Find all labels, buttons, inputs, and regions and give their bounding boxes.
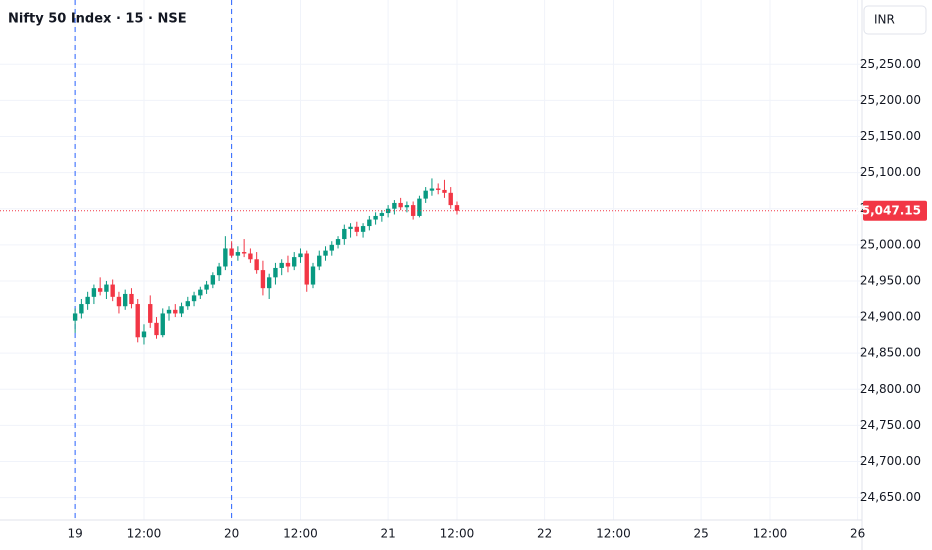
candle-body [235,252,241,256]
candle-body [91,288,97,297]
candle-body [310,266,316,285]
candle-body [173,309,178,314]
chart-title: Nifty 50 Index · 15 · NSE [8,12,187,27]
candle-body [279,262,284,268]
x-tick-label: 12:00 [753,527,788,541]
candle-body [298,253,303,258]
candle-body [392,202,397,209]
x-tick-label: 12:00 [596,527,631,541]
y-tick-label: 24,850.00 [860,346,921,360]
candle-body [448,192,453,206]
candle-body [273,267,278,278]
candle-body [317,255,322,267]
candle-body [116,296,122,307]
candle-body [110,284,115,297]
candle-body [292,257,297,267]
candle-body [323,250,328,256]
candle-body [367,219,372,227]
y-tick-label: 24,800.00 [860,382,921,396]
candle-body [429,188,435,191]
candle-body [398,202,403,208]
candle-body [129,293,134,305]
y-tick-label: 24,750.00 [860,418,921,432]
x-tick-label: 19 [67,527,82,541]
candle-body [454,205,460,211]
last-price-label: 25,047.15 [853,203,921,217]
y-tick-label: 24,950.00 [860,273,921,287]
candle-body [191,295,197,302]
candle-body [160,313,165,336]
x-tick-label: 12:00 [440,527,475,541]
x-tick-label: 12:00 [283,527,318,541]
candle-body [423,190,428,199]
candle-body [266,277,272,289]
candle-body [285,262,291,267]
candle-body [254,259,259,271]
candle-body [104,284,109,292]
x-tick-label: 20 [224,527,239,541]
candle-body [135,304,140,338]
candle-body [223,248,228,267]
x-tick-label: 21 [380,527,395,541]
candle-body [329,244,334,251]
candle-body [241,252,247,254]
candle-body [72,313,78,321]
candle-body [204,284,209,290]
candle-body [260,270,266,289]
candle-body [342,228,347,240]
x-tick-label: 26 [850,527,865,541]
candle-body [141,331,147,338]
y-tick-label: 25,150.00 [860,129,921,143]
currency-button[interactable] [863,5,927,35]
last-price-box [863,200,927,221]
candle-body [304,253,309,285]
y-tick-label: 24,700.00 [860,454,921,468]
currency-label[interactable]: INR [874,13,895,27]
y-tick-label: 24,650.00 [860,490,921,504]
y-tick-label: 25,000.00 [860,237,921,251]
candle-body [442,189,447,193]
candle-body [436,188,441,190]
candle-body [79,304,84,314]
candle-body [85,296,90,305]
candle-body [123,293,128,307]
candle-body [379,213,385,216]
candle-body [97,288,103,292]
candle-body [166,309,172,314]
candle-body [354,226,360,232]
candle-body [154,322,159,336]
candle-body [385,208,391,214]
candle-body [335,239,341,245]
candle-body [216,266,222,276]
y-tick-label: 25,100.00 [860,165,921,179]
y-tick-label: 25,250.00 [860,57,921,71]
candle-body [248,253,253,260]
candle-body [373,215,378,220]
x-tick-label: 22 [537,527,552,541]
candle-body [179,306,184,314]
candle-body [410,205,416,216]
candle-body [148,304,153,323]
candle-body [360,226,366,232]
candle-body [229,248,234,256]
candle-body [185,301,190,307]
candle-body [348,226,353,229]
candle-body [417,198,422,216]
x-tick-label: 12:00 [127,527,162,541]
candle-body [198,289,203,296]
x-tick-label: 25 [693,527,708,541]
y-tick-label: 24,900.00 [860,310,921,324]
candle-body [210,275,216,285]
y-tick-label: 25,200.00 [860,93,921,107]
candle-body [404,205,410,208]
